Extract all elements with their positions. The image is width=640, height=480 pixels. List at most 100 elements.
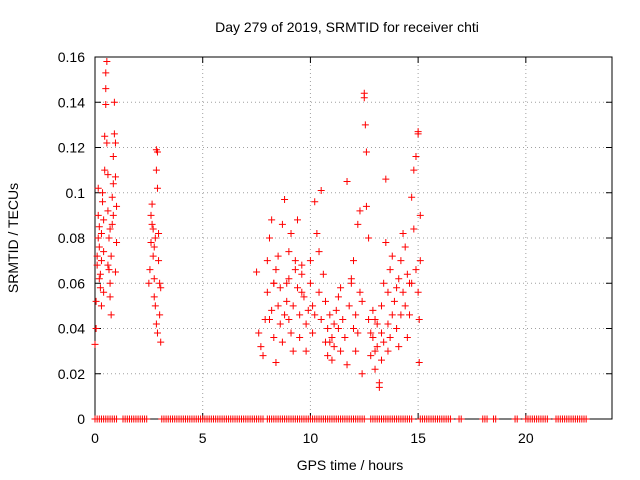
data-point — [350, 325, 357, 332]
data-point — [373, 343, 381, 351]
data-point — [296, 311, 304, 319]
data-point — [285, 315, 293, 323]
data-point — [97, 257, 105, 265]
data-point — [108, 220, 116, 228]
data-point — [92, 325, 100, 332]
data-point — [384, 347, 392, 355]
data-point — [109, 180, 117, 188]
y-tick-label: 0.06 — [58, 275, 85, 291]
data-point — [263, 257, 271, 265]
data-point — [406, 311, 414, 319]
data-point — [285, 248, 293, 256]
data-point — [293, 284, 301, 292]
data-point — [111, 268, 119, 276]
data-point — [365, 234, 373, 242]
data-point — [93, 252, 101, 260]
data-point — [111, 173, 119, 181]
y-axis-label: SRMTID / TECUs — [5, 183, 21, 293]
data-point — [483, 415, 491, 423]
data-point — [302, 320, 310, 328]
data-point — [289, 302, 297, 310]
data-point — [412, 153, 420, 161]
data-point — [97, 229, 105, 237]
data-point — [300, 293, 308, 301]
data-point — [149, 225, 157, 233]
data-point — [388, 252, 396, 260]
data-point — [415, 315, 423, 323]
data-point — [306, 279, 314, 287]
data-point — [156, 311, 164, 319]
data-point — [147, 239, 155, 247]
data-point — [386, 266, 394, 274]
y-tick-label: 0.1 — [66, 185, 86, 201]
data-point — [350, 257, 357, 265]
data-point — [152, 166, 160, 174]
data-point — [104, 207, 112, 215]
data-point — [149, 252, 157, 260]
data-point — [93, 261, 101, 269]
x-tick-label: 5 — [199, 430, 207, 446]
data-point — [416, 257, 424, 265]
data-point — [94, 184, 102, 192]
data-point — [356, 288, 364, 296]
data-point — [362, 202, 370, 210]
data-point — [309, 302, 317, 310]
data-point — [399, 288, 407, 296]
data-point — [151, 234, 159, 242]
data-point — [414, 288, 422, 296]
data-point — [328, 334, 336, 342]
data-point — [110, 98, 118, 106]
data-point — [298, 261, 306, 269]
data-point — [315, 248, 323, 256]
data-point — [100, 216, 108, 224]
x-tick-labels: 0 5 10 15 20 — [91, 430, 534, 446]
y-tick-labels: 0 0.02 0.04 0.06 0.08 0.1 0.12 0.14 0.16 — [58, 49, 85, 427]
data-point — [408, 415, 416, 423]
data-point — [403, 270, 411, 278]
data-point — [390, 297, 398, 305]
data-point — [95, 223, 103, 231]
data-point — [367, 352, 375, 360]
y-tick-label: 0.14 — [58, 94, 85, 110]
data-point — [395, 343, 403, 351]
data-point — [111, 139, 119, 147]
data-point — [255, 329, 263, 337]
data-point — [513, 415, 521, 423]
data-point — [446, 415, 454, 423]
data-point — [113, 415, 121, 423]
data-point — [148, 220, 156, 228]
data-point — [365, 315, 373, 323]
data-point — [96, 284, 104, 292]
data-point — [103, 58, 111, 66]
data-point — [274, 302, 282, 310]
y-tick-label: 0.08 — [58, 230, 85, 246]
data-point — [410, 225, 418, 233]
data-point — [369, 306, 377, 314]
data-point — [352, 311, 360, 319]
data-point — [317, 186, 325, 194]
data-point — [104, 171, 112, 179]
data-point — [272, 358, 280, 366]
data-point — [337, 284, 345, 292]
chart-title: Day 279 of 2019, SRMTID for receiver cht… — [215, 19, 479, 35]
data-point — [403, 334, 411, 342]
data-point — [410, 166, 418, 174]
data-point — [382, 175, 390, 183]
data-point — [153, 184, 161, 192]
data-point — [393, 325, 401, 332]
data-point — [285, 275, 293, 283]
data-point — [108, 193, 116, 201]
data-points — [91, 58, 590, 423]
data-point — [415, 358, 423, 366]
data-point — [309, 329, 317, 337]
data-point — [268, 306, 276, 314]
data-point — [105, 266, 113, 274]
data-point — [287, 229, 295, 237]
data-point — [102, 101, 110, 109]
y-tick-label: 0.16 — [58, 49, 85, 65]
data-point — [265, 315, 273, 323]
data-point — [289, 347, 297, 355]
data-point — [113, 202, 121, 210]
